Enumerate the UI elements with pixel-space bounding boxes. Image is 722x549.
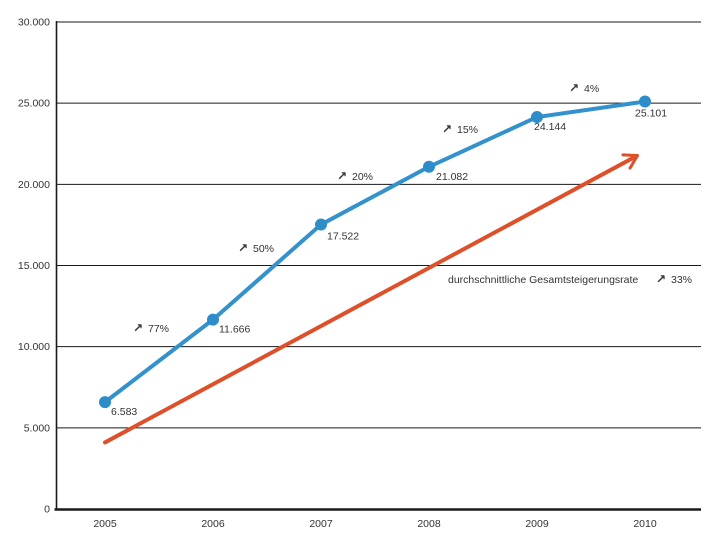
data-point-label: 11.666 [219,324,250,336]
y-axis-tick-label: 5.000 [24,422,50,434]
data-point-label: 24.144 [534,121,566,133]
growth-arrow-icon: ↗ [569,81,579,95]
growth-arrow-icon: ↗ [238,241,248,255]
data-series-line [103,99,647,405]
x-axis-tick-label: 2009 [525,518,549,530]
growth-arrow-icon: ↗ [442,122,452,136]
growth-annotation: ↗ 50% [238,241,274,255]
data-point [207,313,219,326]
data-point-label: 17.522 [327,231,359,243]
growth-rate-label: 4% [584,83,599,95]
growth-annotation: ↗ 15% [442,122,478,136]
x-axis-tick-label: 2008 [417,518,441,530]
x-axis-tick-label: 2007 [309,518,333,530]
y-axis-tick-label: 15.000 [18,260,50,272]
trend-arrow-icon: ↗ [656,272,666,286]
growth-rate-label: 50% [253,243,274,255]
trend-arrow-line [103,153,639,445]
trend-legend: durchschnittliche Gesamtsteigerungsrate ↗… [448,272,692,286]
y-axis-tick-label: 0 [44,504,50,516]
growth-annotation: ↗ 77% [133,321,169,335]
data-point [531,111,543,124]
trend-legend-label: durchschnittliche Gesamtsteigerungsrate [448,274,638,286]
y-axis-tick-label: 20.000 [18,179,50,191]
trend-rate-label: 33% [671,274,692,286]
growth-annotation: ↗ 4% [569,81,599,95]
growth-arrow-icon: ↗ [133,321,143,335]
data-point-label: 21.082 [436,171,468,183]
growth-arrow-icon: ↗ [337,169,347,183]
data-point-label: 6.583 [111,406,137,418]
growth-rate-label: 20% [352,171,373,183]
data-point [315,218,327,231]
x-axis-tick-label: 2006 [201,518,225,530]
x-axis-tick-label: 2010 [633,518,657,530]
data-point [423,160,435,173]
y-axis-tick-label: 10.000 [18,341,50,353]
y-axis-tick-label: 25.000 [18,98,50,110]
growth-annotation: ↗ 20% [337,169,373,183]
growth-rate-label: 15% [457,124,478,136]
data-point [639,95,651,108]
x-axis-tick-label: 2005 [93,518,117,530]
data-point [99,396,111,409]
y-axis-tick-label: 30.000 [18,17,50,29]
growth-rate-label: 77% [148,323,169,335]
data-point-label: 25.101 [635,108,667,120]
